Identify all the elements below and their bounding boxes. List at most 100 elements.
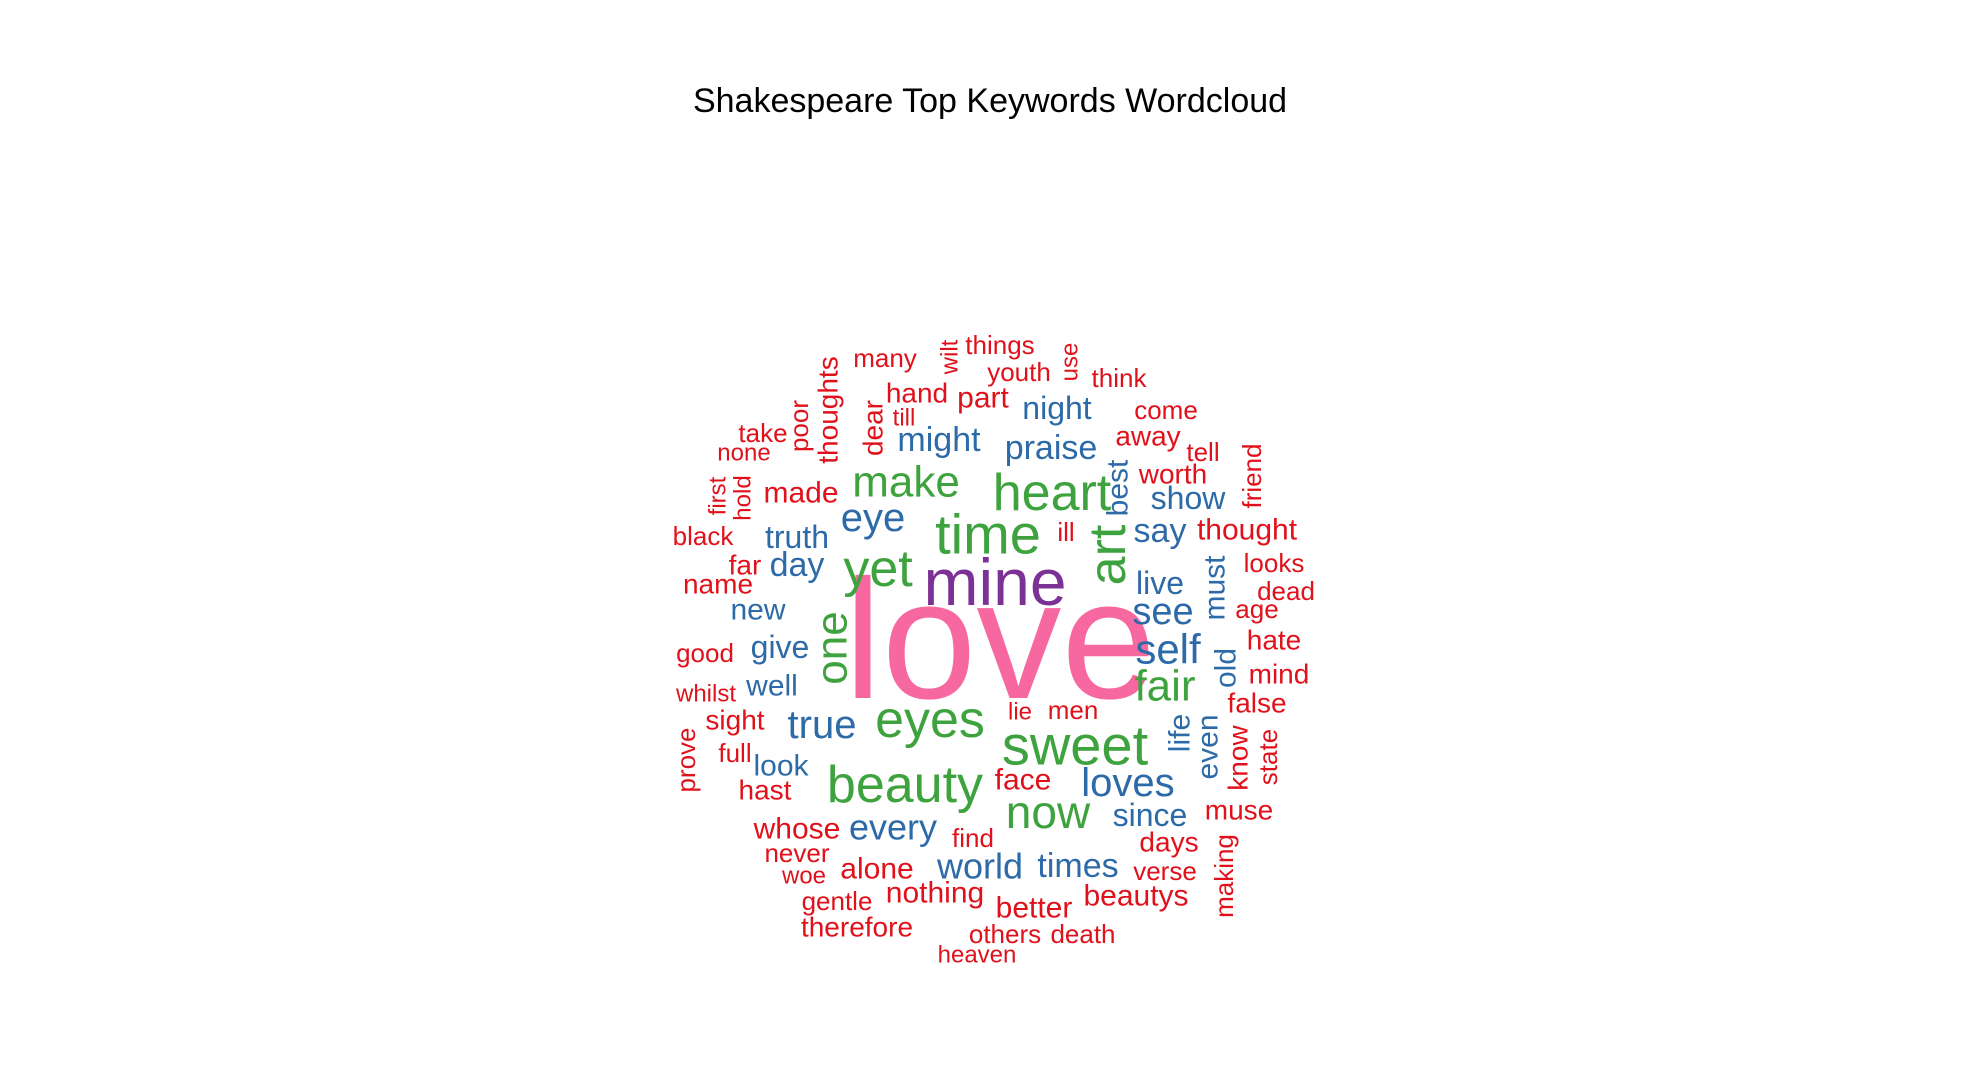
word-making: making	[1209, 834, 1239, 918]
word-night: night	[1022, 390, 1092, 426]
word-self: self	[1135, 626, 1201, 673]
word-many: many	[853, 343, 917, 373]
word-hand: hand	[886, 378, 948, 409]
word-things: things	[965, 330, 1034, 360]
word-friend: friend	[1237, 443, 1267, 508]
word-hold: hold	[730, 475, 757, 520]
word-might: might	[897, 421, 981, 459]
word-never: never	[764, 838, 829, 868]
word-better: better	[996, 892, 1073, 925]
word-use: use	[1057, 343, 1084, 382]
word-tell: tell	[1186, 437, 1219, 467]
word-thoughts: thoughts	[813, 356, 844, 463]
word-death: death	[1050, 919, 1115, 949]
word-wilt: wilt	[937, 339, 964, 375]
word-day: day	[770, 546, 825, 584]
word-hast: hast	[739, 775, 792, 806]
word-days: days	[1139, 827, 1198, 858]
word-beauty: beauty	[827, 756, 983, 814]
word-now: now	[1006, 786, 1091, 838]
word-times: times	[1037, 847, 1118, 885]
word-woe: woe	[781, 863, 826, 890]
word-name: name	[683, 569, 753, 600]
word-heart: heart	[993, 464, 1112, 522]
word-every: every	[849, 807, 937, 848]
word-part: part	[957, 382, 1009, 415]
word-age: age	[1235, 594, 1278, 624]
word-worth: worth	[1138, 459, 1207, 490]
word-false: false	[1227, 688, 1286, 719]
word-old: old	[1210, 648, 1243, 688]
chart-title: Shakespeare Top Keywords Wordcloud	[692, 82, 1288, 120]
word-say: say	[1134, 512, 1187, 550]
word-whilst: whilst	[675, 681, 736, 708]
word-good: good	[676, 638, 734, 668]
word-true: true	[788, 703, 857, 747]
word-dead: dead	[1257, 576, 1315, 606]
word-well: well	[745, 670, 798, 703]
word-must: must	[1199, 555, 1232, 621]
word-eye: eye	[841, 496, 906, 540]
word-state: state	[1253, 729, 1283, 785]
word-full: full	[718, 738, 751, 768]
word-heaven: heaven	[938, 942, 1017, 969]
word-dear: dear	[858, 400, 889, 456]
word-alone: alone	[840, 853, 913, 886]
word-know: know	[1223, 725, 1254, 791]
word-sight: sight	[705, 705, 764, 736]
word-mind: mind	[1249, 659, 1310, 690]
word-love: love	[844, 545, 1156, 735]
word-ill: ill	[1057, 517, 1074, 547]
word-therefore: therefore	[801, 912, 913, 943]
word-sweet: sweet	[1002, 714, 1149, 777]
word-verse: verse	[1133, 856, 1197, 886]
word-muse: muse	[1205, 795, 1273, 826]
word-life: life	[1164, 714, 1197, 752]
word-think: think	[1092, 363, 1148, 393]
word-poor: poor	[784, 400, 814, 452]
word-face: face	[995, 764, 1052, 797]
word-come: come	[1134, 395, 1198, 425]
word-new: new	[730, 594, 785, 627]
word-away: away	[1115, 421, 1180, 452]
word-men: men	[1048, 695, 1099, 725]
word-black: black	[673, 521, 735, 551]
word-yet: yet	[843, 540, 913, 598]
word-make: make	[852, 458, 960, 507]
word-lie: lie	[1008, 699, 1032, 726]
word-time: time	[935, 503, 1041, 566]
word-find: find	[952, 823, 994, 853]
word-youth: youth	[987, 357, 1051, 387]
word-world: world	[936, 846, 1023, 887]
word-give: give	[751, 629, 810, 665]
word-eyes: eyes	[875, 691, 985, 749]
word-far: far	[729, 550, 762, 581]
word-one: one	[808, 611, 857, 684]
word-gentle: gentle	[802, 886, 873, 916]
word-nothing: nothing	[886, 877, 984, 910]
word-live: live	[1136, 565, 1184, 601]
word-beautys: beautys	[1083, 880, 1188, 913]
word-since: since	[1113, 797, 1188, 833]
word-prove: prove	[671, 727, 701, 792]
word-take: take	[738, 418, 787, 448]
word-truth: truth	[765, 519, 829, 555]
word-none: none	[717, 440, 770, 467]
word-loves: loves	[1081, 761, 1174, 805]
word-made: made	[763, 477, 838, 510]
word-see: see	[1132, 591, 1193, 633]
word-hate: hate	[1247, 625, 1302, 656]
word-whose: whose	[753, 813, 841, 846]
word-praise: praise	[1005, 429, 1098, 467]
word-thought: thought	[1197, 514, 1298, 547]
word-art: art	[1079, 524, 1137, 585]
word-look: look	[753, 750, 809, 783]
word-best: best	[1102, 459, 1135, 516]
word-even: even	[1192, 714, 1225, 779]
word-others: others	[969, 919, 1041, 949]
word-fair: fair	[1134, 662, 1195, 711]
word-till: till	[893, 405, 916, 432]
word-show: show	[1151, 480, 1227, 516]
word-looks: looks	[1244, 548, 1305, 578]
